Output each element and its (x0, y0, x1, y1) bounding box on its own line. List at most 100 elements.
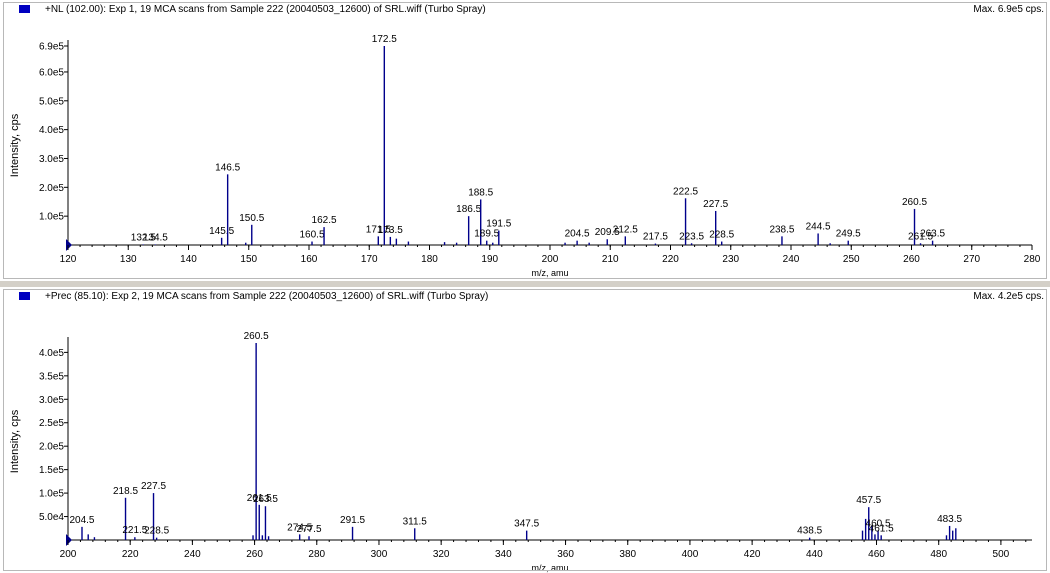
x-tick-label: 210 (602, 254, 619, 265)
y-tick-label: 6.9e5 (39, 42, 64, 53)
panel-divider[interactable] (0, 281, 1050, 287)
peak-label: 150.5 (239, 213, 264, 224)
y-tick-label: 1.0e5 (39, 212, 64, 223)
peak-label: 483.5 (937, 514, 962, 525)
peak-label: 261.5 (247, 493, 272, 504)
peak-label: 311.5 (403, 516, 428, 527)
y-tick-label: 2.0e5 (39, 183, 64, 194)
peak-label: 460.5 (866, 519, 891, 530)
x-tick-label: 190 (481, 254, 498, 265)
panel-header: +NL (102.00): Exp 1, 19 MCA scans from S… (0, 0, 1050, 20)
peak-label: 277.5 (296, 524, 321, 535)
peak-label: 160.5 (299, 230, 324, 241)
x-tick-label: 150 (240, 254, 257, 265)
peak-label: 223.5 (679, 231, 704, 242)
x-tick-label: 180 (421, 254, 438, 265)
peak-label: 222.5 (673, 186, 698, 197)
y-tick-label: 1.0e5 (39, 489, 64, 500)
panel-marker-icon[interactable] (19, 292, 30, 300)
y-axis-label: Intensity, cps (9, 113, 21, 177)
peak-label: 238.5 (769, 224, 794, 235)
peak-label: 162.5 (312, 215, 337, 226)
y-tick-label: 4.0e5 (39, 348, 64, 359)
y-axis-label: Intensity, cps (9, 409, 21, 473)
x-tick-label: 250 (843, 254, 860, 265)
peak-label: 172.5 (372, 34, 397, 45)
peak-label: 209.5 (595, 227, 620, 238)
spectrum-panel-bottom: +Prec (85.10): Exp 2, 19 MCA scans from … (0, 287, 1050, 573)
x-tick-label: 280 (308, 549, 325, 560)
peak-label: 260.5 (244, 331, 269, 342)
peak-label: 438.5 (797, 526, 822, 537)
x-tick-label: 220 (122, 549, 139, 560)
peak-label: 221.5 (122, 525, 147, 536)
x-tick-label: 340 (495, 549, 512, 560)
y-tick-label: 3.0e5 (39, 395, 64, 406)
peak-label: 228.5 (709, 230, 734, 241)
x-tick-label: 220 (662, 254, 679, 265)
peak-label: 347.5 (514, 519, 539, 530)
x-tick-label: 160 (301, 254, 318, 265)
origin-marker-icon (66, 534, 72, 546)
peak-label: 461.5 (869, 523, 894, 534)
peak-label: 191.5 (486, 219, 511, 230)
max-intensity-label: Max. 6.9e5 cps. (973, 4, 1044, 15)
origin-marker-icon (66, 239, 72, 251)
peak-label: 204.5 (69, 515, 94, 526)
spectrum-chart-top[interactable]: 120 130 140 150 160 170 180 190 200 210 220 230 240 2… (0, 20, 1050, 281)
peak-label: 263.5 (920, 229, 945, 240)
x-tick-label: 240 (783, 254, 800, 265)
spectrum-chart-bottom[interactable]: 200 220 240 260 280 300 320 340 360 380 400 420 440 4… (0, 307, 1050, 573)
x-tick-label: 460 (868, 549, 885, 560)
x-tick-label: 320 (433, 549, 450, 560)
x-tick-label: 170 (361, 254, 378, 265)
x-axis-label: m/z, amu (531, 563, 568, 573)
x-tick-label: 440 (806, 549, 823, 560)
y-tick-label: 3.5e5 (39, 371, 64, 382)
peak-label: 260.5 (902, 197, 927, 208)
y-tick-label: 6.0e5 (39, 67, 64, 78)
x-tick-label: 400 (682, 549, 699, 560)
peak-label: 227.5 (703, 199, 728, 210)
peak-label: 204.5 (565, 229, 590, 240)
spectrum-panel-top: +NL (102.00): Exp 1, 19 MCA scans from S… (0, 0, 1050, 281)
peak-label: 263.5 (253, 494, 278, 505)
panel-header: +Prec (85.10): Exp 2, 19 MCA scans from … (0, 287, 1050, 307)
y-tick-label: 4.0e5 (39, 125, 64, 136)
x-tick-label: 140 (180, 254, 197, 265)
panel-title: +NL (102.00): Exp 1, 19 MCA scans from S… (45, 4, 486, 15)
peak-label: 249.5 (836, 229, 861, 240)
x-tick-label: 500 (993, 549, 1010, 560)
peak-label: 188.5 (468, 187, 493, 198)
x-tick-label: 420 (744, 549, 761, 560)
peak-label: 244.5 (806, 221, 831, 232)
panel-title: +Prec (85.10): Exp 2, 19 MCA scans from … (45, 291, 489, 302)
peak-label: 134.5 (143, 232, 168, 243)
peak-label: 457.5 (856, 495, 881, 506)
peak-label: 146.5 (215, 162, 240, 173)
peak-label: 218.5 (113, 486, 138, 497)
x-tick-label: 200 (60, 549, 77, 560)
panel-marker-icon[interactable] (19, 5, 30, 13)
peak-label: 212.5 (613, 224, 638, 235)
x-tick-label: 380 (619, 549, 636, 560)
x-tick-label: 260 (246, 549, 263, 560)
x-tick-label: 360 (557, 549, 574, 560)
peak-label: 217.5 (643, 232, 668, 243)
peak-label: 145.5 (209, 226, 234, 237)
x-tick-label: 280 (1024, 254, 1041, 265)
y-tick-label: 1.5e5 (39, 465, 64, 476)
x-tick-label: 200 (542, 254, 559, 265)
x-tick-label: 270 (963, 254, 980, 265)
peak-label: 132.5 (131, 232, 156, 243)
y-tick-label: 3.0e5 (39, 154, 64, 165)
max-intensity-label: Max. 4.2e5 cps. (973, 291, 1044, 302)
y-tick-label: 2.0e5 (39, 442, 64, 453)
peak-label: 173.5 (378, 225, 403, 236)
peak-label: 261.5 (908, 231, 933, 242)
peak-label: 227.5 (141, 481, 166, 492)
x-tick-label: 120 (60, 254, 77, 265)
peak-label: 186.5 (456, 204, 481, 215)
y-tick-label: 5.0e5 (39, 96, 64, 107)
peak-label: 189.5 (474, 229, 499, 240)
